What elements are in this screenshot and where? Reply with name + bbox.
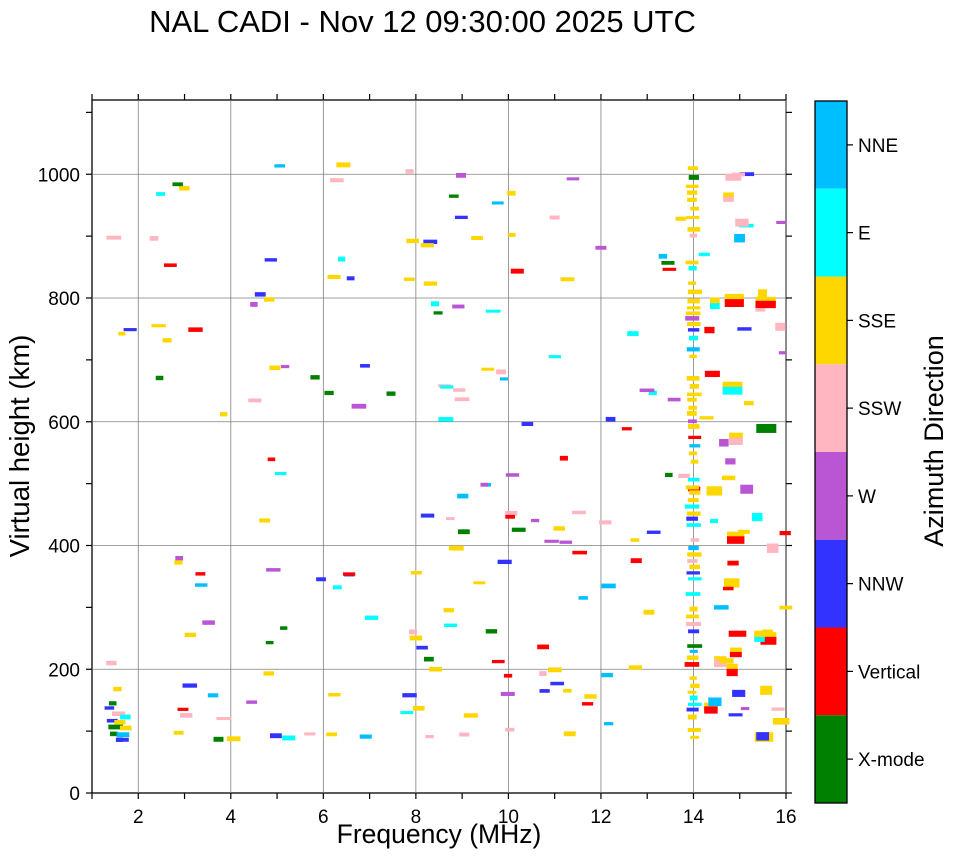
svg-text:SSW: SSW — [858, 399, 901, 420]
svg-text:Vertical: Vertical — [858, 662, 920, 683]
svg-text:X-mode: X-mode — [858, 750, 925, 771]
svg-text:E: E — [858, 224, 871, 245]
svg-text:SSE: SSE — [858, 311, 896, 332]
svg-text:800: 800 — [48, 289, 80, 310]
svg-text:600: 600 — [48, 413, 80, 434]
svg-text:400: 400 — [48, 537, 80, 558]
svg-text:1000: 1000 — [38, 165, 80, 186]
svg-text:W: W — [858, 487, 876, 508]
svg-text:NNW: NNW — [858, 575, 903, 596]
svg-text:200: 200 — [48, 660, 80, 681]
svg-text:NNE: NNE — [858, 136, 898, 157]
svg-text:0: 0 — [69, 784, 80, 805]
